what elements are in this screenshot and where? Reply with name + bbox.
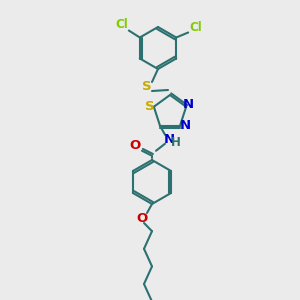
Text: N: N — [179, 119, 191, 132]
Text: H: H — [171, 136, 181, 149]
Text: Cl: Cl — [190, 21, 203, 34]
Text: O: O — [136, 212, 148, 224]
Text: S: S — [145, 100, 154, 113]
Text: O: O — [129, 139, 141, 152]
Text: Cl: Cl — [116, 18, 128, 31]
Text: N: N — [164, 133, 175, 146]
Text: S: S — [142, 80, 152, 94]
Text: N: N — [183, 98, 194, 111]
